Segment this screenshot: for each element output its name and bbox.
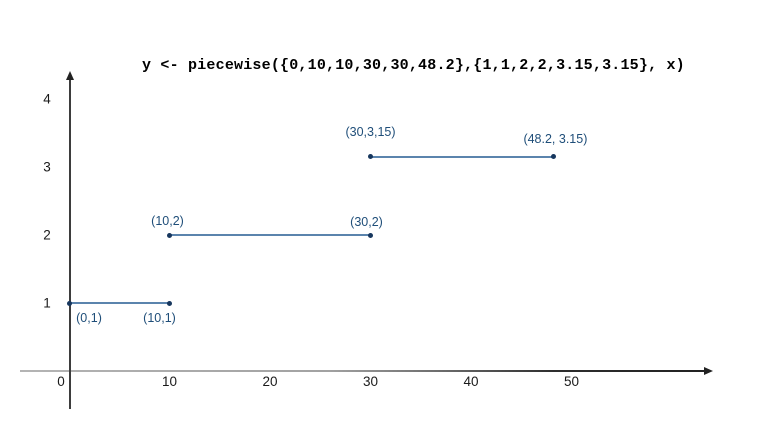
x-tick-label: 40 xyxy=(463,374,479,389)
point-label: (10,1) xyxy=(143,311,176,325)
plot-segment xyxy=(370,156,554,158)
data-point xyxy=(550,154,556,160)
point-label: (0,1) xyxy=(76,311,102,325)
plot-segment xyxy=(69,302,170,304)
chart-title: y <- piecewise({0,10,10,30,30,48.2},{1,1… xyxy=(142,57,685,74)
x-axis-line xyxy=(20,369,705,372)
x-tick-label: 50 xyxy=(563,374,580,389)
x-axis-arrow-icon xyxy=(704,366,713,375)
x-tick-label: 10 xyxy=(161,374,178,389)
point-label: (48.2, 3.15) xyxy=(523,131,588,146)
data-point xyxy=(368,232,373,238)
y-tick-label: 3 xyxy=(43,159,51,175)
origin-tick-label: 0 xyxy=(57,374,65,389)
x-tick-label: 20 xyxy=(262,374,278,389)
y-axis-arrow-icon xyxy=(66,71,74,80)
data-point xyxy=(167,300,172,306)
point-label: (30,2) xyxy=(350,215,383,229)
x-tick-label: 30 xyxy=(362,374,379,389)
plot-segment xyxy=(169,234,371,236)
data-point xyxy=(368,154,373,160)
point-label: (10,2) xyxy=(151,214,184,228)
data-point xyxy=(167,232,172,238)
y-tick-label: 4 xyxy=(43,91,51,107)
y-tick-label: 2 xyxy=(43,227,51,243)
data-point xyxy=(66,300,72,306)
y-axis-line xyxy=(69,79,71,409)
y-tick-label: 1 xyxy=(43,295,51,311)
point-label: (30,3,15) xyxy=(345,124,396,139)
